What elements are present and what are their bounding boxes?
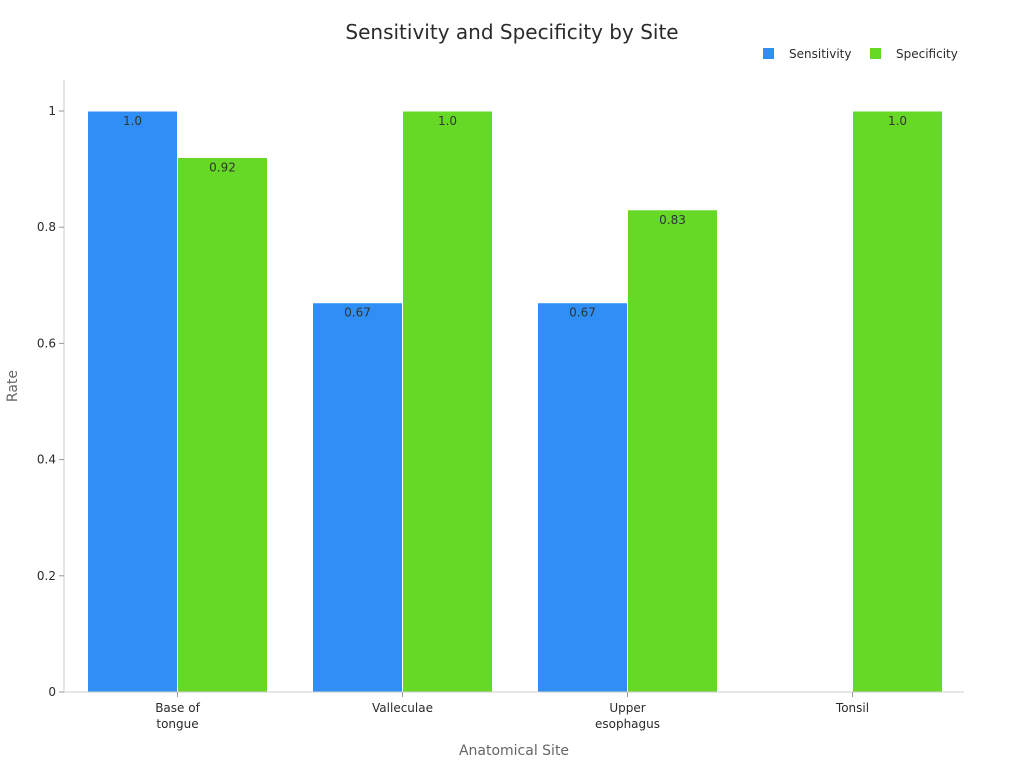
y-tick-label: 0.4 xyxy=(37,453,56,467)
bar-specificity[interactable] xyxy=(852,110,943,693)
x-tick-label: tongue xyxy=(156,717,198,731)
x-tick-label: Base of xyxy=(155,701,200,715)
y-tick-label: 0.8 xyxy=(37,220,56,234)
x-tick-label: Upper xyxy=(609,701,645,715)
bars-group xyxy=(87,110,943,693)
bar-specificity[interactable] xyxy=(627,209,718,693)
data-label-specificity: 1.0 xyxy=(438,114,457,128)
y-tick-label: 0.2 xyxy=(37,569,56,583)
chart-title: Sensitivity and Specificity by Site xyxy=(345,20,678,44)
legend-label-specificity: Specificity xyxy=(896,47,958,61)
y-tick-label: 0.6 xyxy=(37,336,56,350)
data-label-specificity: 0.83 xyxy=(659,213,686,227)
data-labels-group: 1.0 0.92 0.67 1.0 0.67 0.83 1.0 xyxy=(123,114,907,320)
legend-label-sensitivity: Sensitivity xyxy=(789,47,851,61)
bar-sensitivity[interactable] xyxy=(312,302,403,693)
x-axis-ticks: Base of tongue Valleculae Upper esophagus Ton… xyxy=(155,692,869,731)
x-tick-label: esophagus xyxy=(595,717,660,731)
x-axis-title: Anatomical Site xyxy=(459,743,569,759)
x-tick-label: Valleculae xyxy=(372,701,433,715)
legend-swatch-specificity xyxy=(870,48,881,59)
y-axis-ticks: 0 0.2 0.4 0.6 0.8 1 xyxy=(37,104,64,699)
data-label-sensitivity: 1.0 xyxy=(123,114,142,128)
bar-specificity[interactable] xyxy=(402,110,493,693)
x-tick-label: Tonsil xyxy=(835,701,869,715)
y-tick-label: 0 xyxy=(48,685,56,699)
y-tick-label: 1 xyxy=(48,104,56,118)
y-axis-title: Rate xyxy=(5,370,21,402)
bar-sensitivity[interactable] xyxy=(87,110,178,693)
legend-swatch-sensitivity xyxy=(763,48,774,59)
legend: Sensitivity Specificity xyxy=(763,47,958,61)
bar-specificity[interactable] xyxy=(177,156,268,693)
data-label-specificity: 0.92 xyxy=(209,160,236,174)
data-label-specificity: 1.0 xyxy=(888,114,907,128)
data-label-sensitivity: 0.67 xyxy=(344,306,371,320)
data-label-sensitivity: 0.67 xyxy=(569,306,596,320)
bar-sensitivity[interactable] xyxy=(537,302,628,693)
